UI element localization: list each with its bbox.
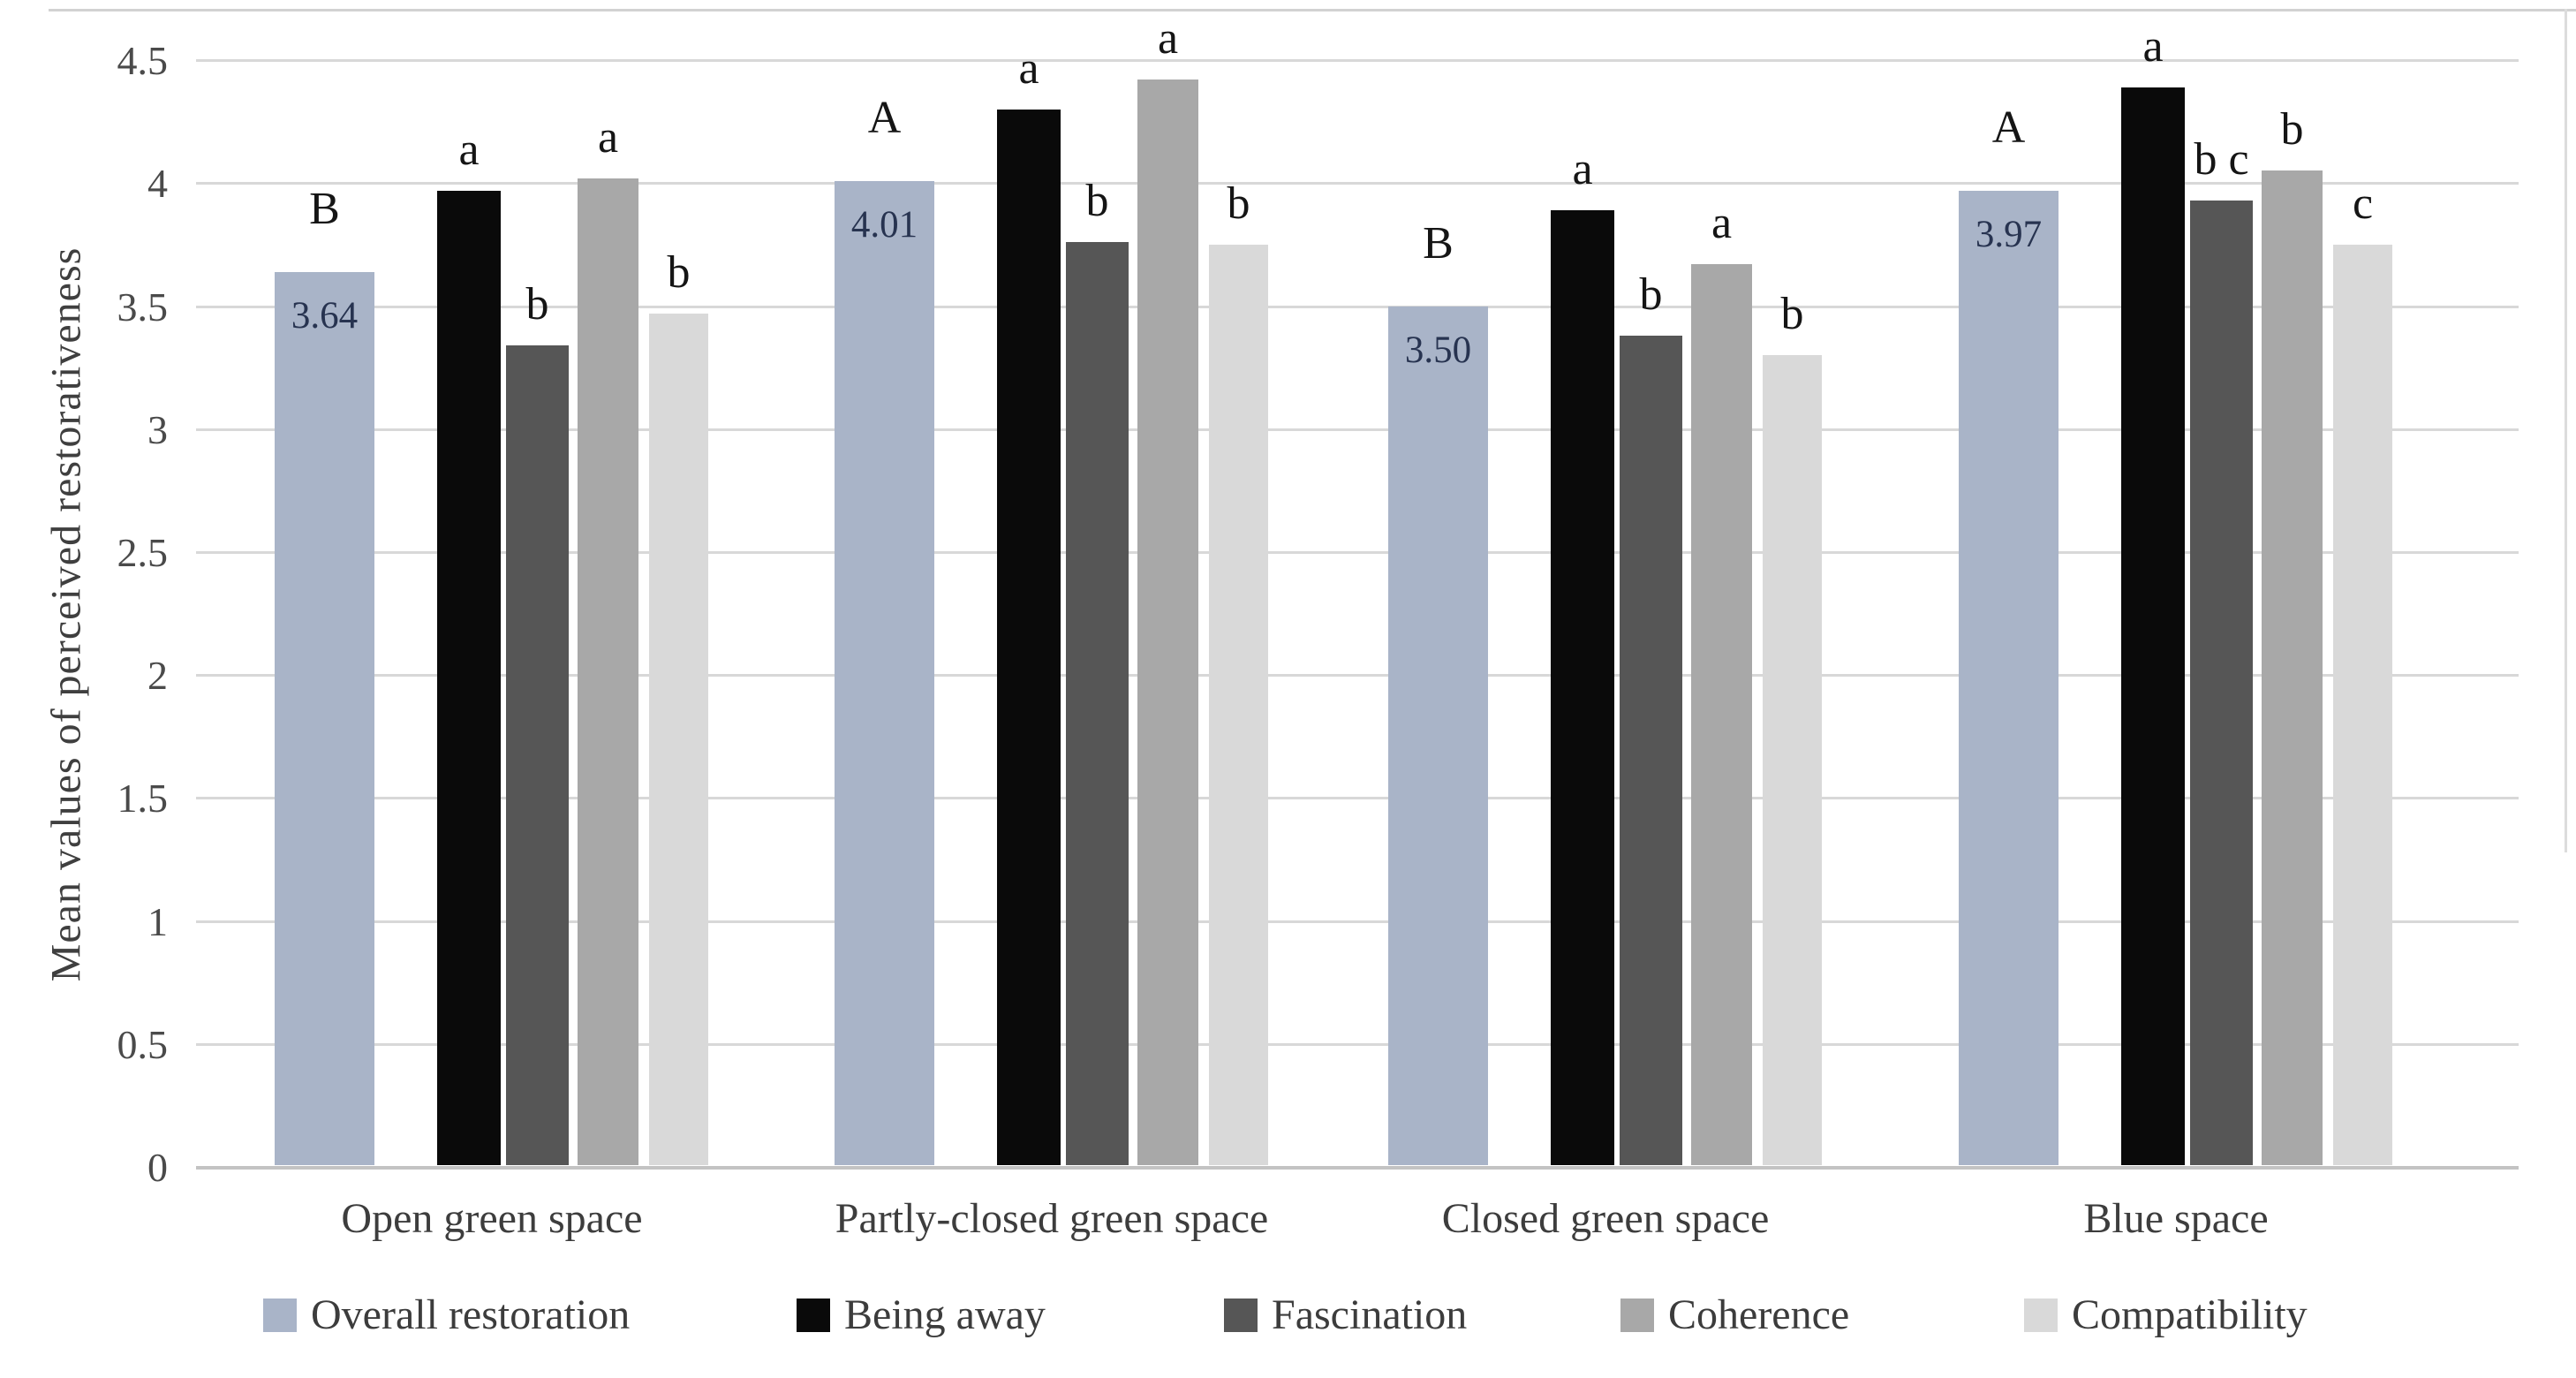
legend-label: Coherence xyxy=(1668,1291,1850,1338)
bar-coherence-1 xyxy=(578,178,638,1165)
legend-swatch xyxy=(1620,1298,1654,1332)
y-tick-label: 3.5 xyxy=(117,284,169,329)
y-tick-label: 1 xyxy=(147,898,168,944)
sig-letter: a xyxy=(1572,144,1593,195)
sig-letter: a xyxy=(597,111,619,163)
gridline xyxy=(196,428,2519,431)
y-tick-label: 2.5 xyxy=(117,530,169,575)
y-axis-title: Mean values of perceived restorativeness xyxy=(26,62,106,1167)
gridline xyxy=(196,59,2519,63)
bar-coherence-3 xyxy=(1691,264,1752,1165)
bar-compatibility-2 xyxy=(1209,245,1268,1165)
legend-label: Compatibility xyxy=(2072,1291,2308,1338)
sig-letter: B xyxy=(309,183,340,234)
sig-letter: b xyxy=(1085,176,1109,227)
y-tick-label: 2 xyxy=(147,653,168,699)
y-axis-title-text: Mean values of perceived restorativeness xyxy=(42,246,90,982)
gridline xyxy=(196,674,2519,678)
sig-letter: c xyxy=(2352,178,2374,229)
gridline xyxy=(196,1042,2519,1046)
legend-swatch xyxy=(797,1298,830,1332)
bar-being-away-4 xyxy=(2121,87,2185,1165)
sig-letter: a xyxy=(458,124,480,175)
bar-coherence-2 xyxy=(1137,80,1198,1165)
sig-letter: A xyxy=(867,92,902,143)
bar-value-label: 3.50 xyxy=(1404,329,1472,371)
legend-swatch xyxy=(1224,1298,1258,1332)
legend-label: Fascination xyxy=(1272,1291,1468,1338)
bar-compatibility-1 xyxy=(649,313,708,1165)
bar-fascination-4 xyxy=(2190,200,2253,1165)
figure-top-border xyxy=(49,9,2576,11)
sig-letter: b xyxy=(2280,104,2304,155)
x-category-label: Partly-closed green space xyxy=(835,1195,1269,1242)
bar-overall-restoration-4 xyxy=(1959,190,2059,1165)
gridline xyxy=(196,920,2519,923)
bar-value-label: 3.64 xyxy=(291,294,359,337)
gridline xyxy=(196,305,2519,308)
y-tick-label: 3 xyxy=(147,406,168,452)
y-tick-label: 0.5 xyxy=(117,1021,169,1067)
sig-letter: a xyxy=(2142,20,2164,72)
sig-letter: a xyxy=(1711,198,1733,249)
sig-letter: a xyxy=(1157,13,1179,64)
bar-being-away-3 xyxy=(1551,210,1614,1165)
y-tick-label: 4.5 xyxy=(117,38,169,84)
y-tick-label: 4 xyxy=(147,161,168,207)
bar-overall-restoration-3 xyxy=(1388,306,1488,1165)
y-tick-label: 1.5 xyxy=(117,776,169,822)
gridline xyxy=(196,182,2519,186)
bar-overall-restoration-1 xyxy=(275,271,374,1165)
sig-letter: b xyxy=(525,279,549,330)
bar-compatibility-3 xyxy=(1763,355,1822,1165)
gridline xyxy=(196,797,2519,800)
bar-compatibility-4 xyxy=(2333,245,2392,1165)
bar-value-label: 3.97 xyxy=(1975,213,2043,255)
legend-swatch xyxy=(2024,1298,2058,1332)
x-axis-line xyxy=(196,1166,2519,1170)
bar-fascination-1 xyxy=(506,345,569,1165)
legend-label: Overall restoration xyxy=(311,1291,631,1338)
sig-letter: b xyxy=(1639,269,1663,320)
sig-letter: A xyxy=(1991,102,2026,153)
x-category-label: Closed green space xyxy=(1441,1195,1770,1242)
sig-letter: B xyxy=(1423,217,1454,269)
bar-coherence-4 xyxy=(2262,170,2323,1165)
bar-fascination-2 xyxy=(1066,242,1129,1165)
bar-being-away-2 xyxy=(997,109,1061,1165)
sig-letter: b xyxy=(1227,178,1250,229)
bar-value-label: 4.01 xyxy=(850,203,918,246)
sig-letter: b xyxy=(1780,289,1804,340)
bar-being-away-1 xyxy=(437,190,501,1165)
legend-swatch xyxy=(263,1298,297,1332)
sig-letter: b c xyxy=(2194,133,2249,185)
bar-overall-restoration-2 xyxy=(835,180,934,1165)
sig-letter: a xyxy=(1018,42,1039,94)
gridline xyxy=(196,551,2519,554)
y-tick-label: 0 xyxy=(147,1145,168,1190)
x-category-label: Open green space xyxy=(341,1195,643,1242)
bar-fascination-3 xyxy=(1620,336,1682,1165)
x-category-label: Blue space xyxy=(2083,1195,2269,1242)
figure-right-border xyxy=(2565,9,2567,852)
legend-label: Being away xyxy=(844,1291,1046,1338)
sig-letter: b xyxy=(667,246,691,298)
